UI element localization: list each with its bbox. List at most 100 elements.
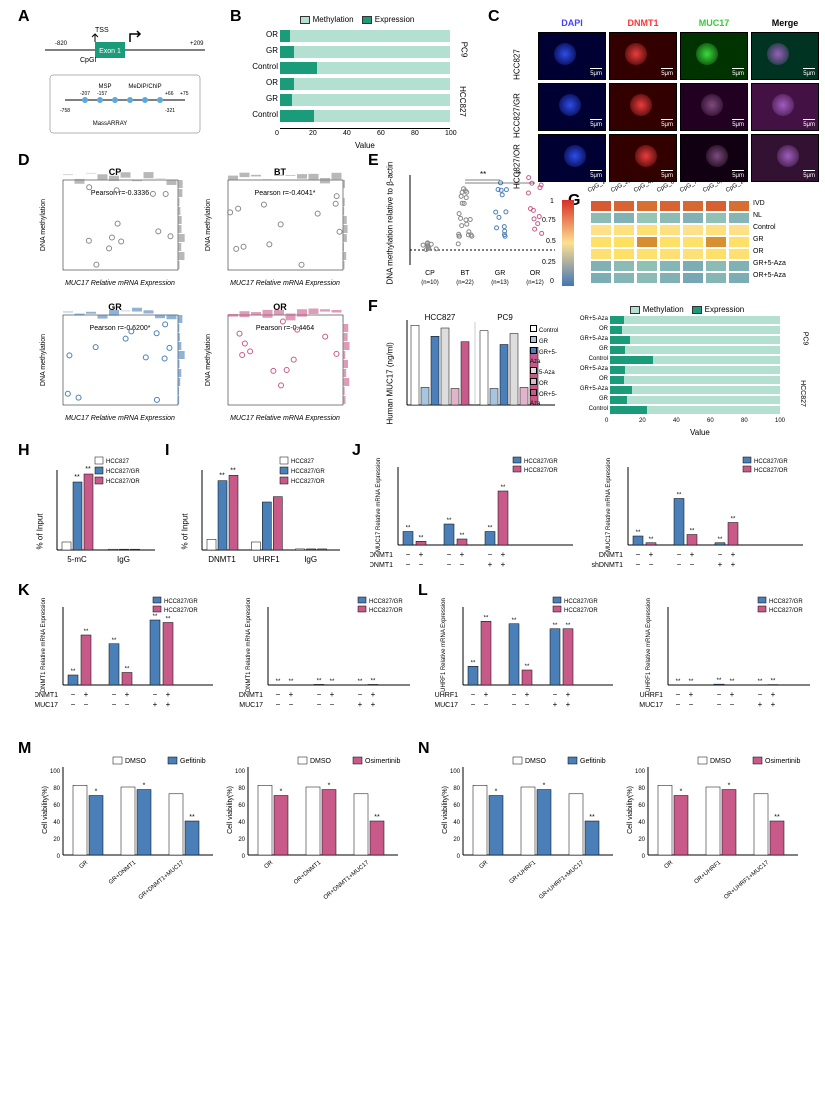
label-h: H [18,442,30,460]
svg-text:**: ** [771,679,776,685]
e-dotplot: CP BT GR OR (n=10) (n=22) (n=13) (n=12) … [385,165,560,290]
svg-text:**: ** [690,529,695,535]
svg-text:GR+DNMT1: GR+DNMT1 [108,860,138,886]
f-ylabel: Human MUC17 (ng/ml) [386,315,395,425]
svg-text:DMSO: DMSO [125,758,147,765]
svg-text:−: − [447,560,452,569]
svg-text:+: + [771,700,776,709]
svg-text:MUC17 Relative mRNA Expression: MUC17 Relative mRNA Expression [230,415,340,422]
svg-text:OR: OR [264,860,275,871]
svg-text:**: ** [484,615,489,621]
svg-text:−: − [512,700,517,709]
g-xlabel: Value [690,428,710,437]
svg-text:+: + [689,690,694,699]
svg-text:−: − [71,700,76,709]
svg-text:**: ** [358,679,363,685]
svg-text:DNA methylation: DNA methylation [40,334,47,386]
svg-text:−: − [471,700,476,709]
svg-text:100: 100 [50,769,61,775]
e-ylabel: DNA methylation relative to β-actin [386,165,395,285]
l-chart: UHRF1 Relative mRNA Expression**********… [435,595,810,735]
svg-text:80: 80 [238,786,245,792]
svg-text:−: − [512,690,517,699]
svg-text:+: + [771,690,776,699]
svg-text:0: 0 [57,854,61,860]
svg-text:*: * [495,789,498,796]
svg-text:HCC827/OR: HCC827/OR [754,468,788,474]
svg-text:DMSO: DMSO [310,758,332,765]
svg-text:DNMT1: DNMT1 [599,552,623,559]
svg-text:GR+UHRF1: GR+UHRF1 [509,860,538,886]
svg-text:MUC17 Relative mRNA Expression: MUC17 Relative mRNA Expression [376,458,382,552]
svg-text:20: 20 [53,837,60,843]
label-e: E [368,152,379,170]
svg-text:-207: -207 [80,91,90,97]
svg-text:shDNMT1: shDNMT1 [591,562,623,569]
svg-text:**: ** [731,517,736,523]
svg-text:−: − [553,690,558,699]
panel-d: CP Pearson r=-0.3336 MUC17 Relative mRNA… [35,165,360,435]
svg-text:HCC827/GR: HCC827/GR [754,459,788,465]
panel-m: Cell viability(%)020406080100*GR*GR+DNMT… [35,755,410,915]
svg-text:−: − [677,550,682,559]
svg-text:HCC827/GR: HCC827/GR [524,459,558,465]
h-ylabel: % of Input [36,470,45,550]
svg-text:**: ** [649,537,654,543]
svg-text:Cell viability(%): Cell viability(%) [227,786,234,834]
svg-text:**: ** [419,535,424,541]
svg-text:+: + [371,690,376,699]
label-a: A [18,8,30,26]
svg-text:−: − [484,700,489,709]
svg-text:−: − [636,550,641,559]
svg-text:60: 60 [238,803,245,809]
coord-209: +209 [190,41,204,47]
svg-text:−: − [406,550,411,559]
svg-text:−: − [330,700,335,709]
svg-text:MUC17: MUC17 [639,702,663,709]
svg-text:OR+UHRF1: OR+UHRF1 [694,860,723,886]
svg-text:+: + [718,560,723,569]
svg-text:40: 40 [638,820,645,826]
svg-text:0: 0 [457,854,461,860]
svg-text:+: + [484,690,489,699]
svg-text:HCC827/OR: HCC827/OR [524,468,558,474]
svg-text:OR: OR [530,270,541,277]
svg-text:Osimertinib: Osimertinib [765,758,801,765]
svg-text:−: − [730,700,735,709]
svg-text:20: 20 [238,837,245,843]
svg-text:CP: CP [109,167,122,177]
svg-text:UHRF1: UHRF1 [253,555,280,564]
n-chart: Cell viability(%)020406080100*GR*GR+UHRF… [435,755,810,915]
svg-text:**: ** [125,667,130,673]
svg-text:80: 80 [53,786,60,792]
svg-text:GR+DNMT1+MUC17: GR+DNMT1+MUC17 [138,860,186,902]
svg-text:−: − [419,560,424,569]
svg-text:Pearson r=-0.4041*: Pearson r=-0.4041* [255,190,316,197]
svg-text:**: ** [74,474,80,481]
panel-g-heatmap: 1 0.75 0.5 0.25 0 CpG_1CpG_2,3CpG_4,5CpG… [580,200,810,300]
svg-text:−: − [317,690,322,699]
svg-text:UHRF1 Relative mRNA Expression: UHRF1 Relative mRNA Expression [646,598,652,692]
panel-j: MUC17 Relative mRNA Expression ** ** ** ** **… [370,455,810,580]
svg-text:+: + [330,690,335,699]
svg-text:−: − [112,690,117,699]
svg-text:+: + [460,550,465,559]
svg-text:100: 100 [635,769,646,775]
svg-text:+: + [525,690,530,699]
svg-text:**: ** [589,814,595,821]
svg-text:MUC17: MUC17 [435,702,458,709]
svg-text:0: 0 [242,854,246,860]
svg-text:+: + [153,700,158,709]
svg-text:+75: +75 [180,91,189,97]
panel-g-bottom: Methylation Expression OR+5-AzaORGR+5-Az… [570,305,810,435]
label-n: N [418,740,430,758]
svg-text:-157: -157 [97,91,107,97]
svg-text:−: − [471,690,476,699]
svg-text:HCC827/OR: HCC827/OR [291,479,325,485]
svg-text:MUC17 Relative mRNA Expression: MUC17 Relative mRNA Expression [606,458,612,552]
svg-text:**: ** [460,533,465,539]
svg-text:Osimertinib: Osimertinib [365,758,401,765]
svg-text:−: − [125,700,130,709]
label-c: C [488,8,500,26]
svg-text:−: − [717,700,722,709]
